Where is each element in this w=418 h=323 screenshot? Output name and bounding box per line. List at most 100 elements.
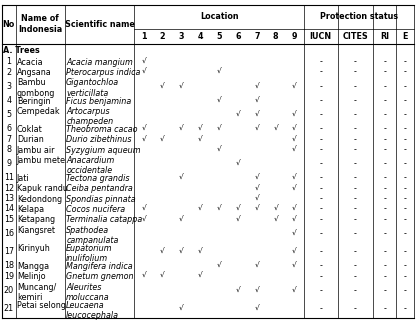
Text: -: - [354, 110, 357, 119]
Text: -: - [319, 215, 322, 224]
Text: Cocos nucifera: Cocos nucifera [66, 205, 125, 214]
Text: √: √ [292, 136, 297, 142]
Text: √: √ [273, 126, 278, 132]
Text: Terminalia catappa: Terminalia catappa [66, 215, 143, 224]
Text: -: - [403, 159, 406, 168]
Text: √: √ [273, 216, 278, 222]
Text: -: - [354, 204, 357, 214]
Text: √: √ [255, 175, 259, 181]
Text: √: √ [236, 216, 240, 222]
Text: 3: 3 [179, 32, 184, 41]
Text: -: - [383, 82, 386, 91]
Text: -: - [319, 145, 322, 154]
Text: Durian: Durian [17, 135, 43, 144]
Text: 12: 12 [4, 184, 14, 193]
Text: -: - [383, 173, 386, 182]
Text: √: √ [160, 136, 165, 142]
Text: -: - [319, 159, 322, 168]
Text: √: √ [217, 69, 222, 75]
Text: -: - [383, 204, 386, 214]
Text: 15: 15 [4, 215, 14, 224]
Text: -: - [383, 194, 386, 203]
Text: 14: 14 [4, 204, 14, 214]
Text: √: √ [141, 136, 146, 142]
Text: 8: 8 [273, 32, 278, 41]
Text: 3: 3 [6, 82, 11, 91]
Text: 4: 4 [198, 32, 203, 41]
Text: IUCN: IUCN [310, 32, 332, 41]
Text: 21: 21 [4, 304, 14, 313]
Text: Jambu air: Jambu air [17, 146, 55, 155]
Text: √: √ [198, 273, 203, 279]
Text: 1: 1 [141, 32, 147, 41]
Text: -: - [403, 261, 406, 270]
Text: √: √ [236, 161, 240, 167]
Text: √: √ [217, 147, 222, 152]
Text: -: - [403, 184, 406, 193]
Text: -: - [354, 124, 357, 133]
Text: -: - [354, 159, 357, 168]
Text: Ketapang: Ketapang [17, 215, 55, 224]
Text: -: - [403, 204, 406, 214]
Text: -: - [354, 68, 357, 77]
Text: √: √ [141, 273, 146, 279]
Text: -: - [383, 261, 386, 270]
Text: -: - [383, 272, 386, 281]
Text: -: - [319, 96, 322, 105]
Text: -: - [319, 229, 322, 238]
Text: -: - [383, 184, 386, 193]
Text: -: - [354, 173, 357, 182]
Text: √: √ [198, 136, 203, 142]
Text: √: √ [292, 147, 297, 152]
Text: √: √ [179, 306, 184, 311]
Text: √: √ [255, 185, 259, 191]
Text: CITES: CITES [343, 32, 368, 41]
Text: 20: 20 [4, 286, 14, 295]
Text: √: √ [292, 83, 297, 89]
Text: √: √ [255, 98, 259, 103]
Text: -: - [319, 135, 322, 144]
Text: Kedondong: Kedondong [17, 195, 62, 204]
Text: -: - [319, 68, 322, 77]
Text: √: √ [160, 273, 165, 279]
Text: Name of
Indonesia: Name of Indonesia [18, 14, 62, 34]
Text: -: - [403, 124, 406, 133]
Text: -: - [354, 57, 357, 66]
Text: 7: 7 [6, 135, 11, 144]
Text: Ficus benjamina: Ficus benjamina [66, 97, 131, 106]
Text: Angsana: Angsana [17, 68, 51, 77]
Text: 17: 17 [4, 247, 14, 256]
Text: √: √ [292, 126, 297, 132]
Text: √: √ [292, 112, 297, 118]
Text: 2: 2 [160, 32, 166, 41]
Text: 13: 13 [4, 194, 14, 203]
Text: -: - [383, 124, 386, 133]
Text: √: √ [198, 249, 203, 255]
Text: -: - [354, 135, 357, 144]
Text: -: - [383, 215, 386, 224]
Text: -: - [319, 110, 322, 119]
Text: Petai selong: Petai selong [17, 301, 66, 310]
Text: Location: Location [200, 13, 239, 21]
Text: Theobroma cacao: Theobroma cacao [66, 125, 138, 134]
Text: -: - [403, 304, 406, 313]
Text: -: - [319, 82, 322, 91]
Text: Aleurites
moluccana: Aleurites moluccana [66, 283, 110, 302]
Text: -: - [383, 229, 386, 238]
Text: Spondias pinnata: Spondias pinnata [66, 195, 136, 204]
Text: √: √ [179, 175, 184, 181]
Text: -: - [403, 229, 406, 238]
Text: √: √ [292, 263, 297, 269]
Text: √: √ [255, 126, 259, 132]
Text: -: - [319, 184, 322, 193]
Text: -: - [403, 145, 406, 154]
Text: -: - [319, 272, 322, 281]
Text: √: √ [292, 185, 297, 191]
Text: -: - [403, 57, 406, 66]
Text: A. Trees: A. Trees [3, 46, 40, 55]
Text: Beringin: Beringin [17, 97, 50, 106]
Text: √: √ [141, 59, 146, 65]
Text: E: E [402, 32, 408, 41]
Text: Spathodea
campanulata: Spathodea campanulata [66, 226, 119, 245]
Text: √: √ [217, 206, 222, 212]
